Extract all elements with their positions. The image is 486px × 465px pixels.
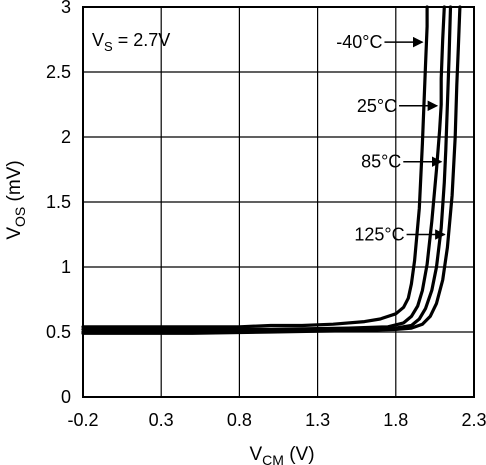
x-tick-label: -0.2 <box>67 410 98 430</box>
y-axis-label: VOS (mV) <box>4 160 28 239</box>
plot-frame <box>82 6 475 398</box>
annotation-label: -40°C <box>336 32 382 52</box>
annotations: -40°C 25°C 85°C 125°C <box>336 32 446 245</box>
condition-label: VS = 2.7V <box>92 30 170 54</box>
y-tick-label: 2 <box>61 127 71 147</box>
y-tick-label: 0.5 <box>46 322 71 342</box>
x-axis-label: VCM (V) <box>249 444 314 465</box>
data-series <box>81 5 462 335</box>
x-tick-label: 2.3 <box>461 410 486 430</box>
y-tick-label: 2.5 <box>46 62 71 82</box>
x-tick-label: 1.8 <box>383 410 408 430</box>
x-tick-label: 0.3 <box>149 410 174 430</box>
annotation-label: 85°C <box>361 152 401 172</box>
series-line <box>81 5 429 329</box>
y-tick-label: 1.5 <box>46 192 71 212</box>
series-line <box>81 5 462 335</box>
y-tick-label: 0 <box>61 387 71 407</box>
y-tick-label: 1 <box>61 257 71 277</box>
annotation-label: 125°C <box>354 225 404 245</box>
x-tick-label: 0.8 <box>227 410 252 430</box>
x-tick-label: 1.3 <box>305 410 330 430</box>
annotation-label: 25°C <box>357 96 397 116</box>
tick-labels: -0.2 0.3 0.8 1.3 1.8 2.3 0 0.5 1 1.5 2 2.5 3 <box>46 0 486 430</box>
y-tick-label: 3 <box>61 0 71 17</box>
